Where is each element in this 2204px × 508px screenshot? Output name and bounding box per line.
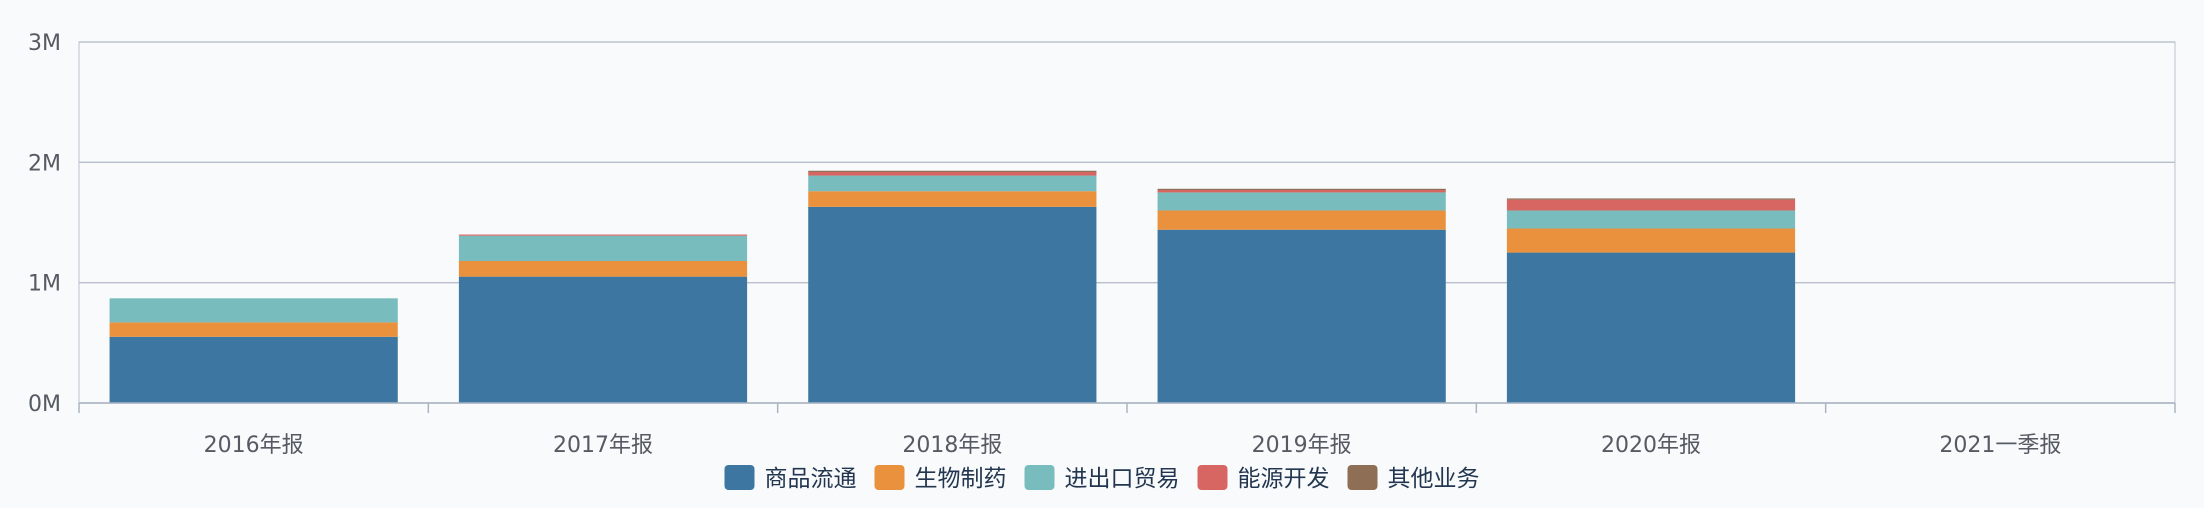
bar-segment[interactable] bbox=[109, 322, 398, 337]
y-tick-label: 0M bbox=[28, 392, 61, 417]
legend-item[interactable]: 生物制药 bbox=[874, 465, 1007, 492]
bar-segment[interactable] bbox=[1506, 252, 1796, 403]
bar-segment[interactable] bbox=[808, 206, 1097, 403]
legend-swatch bbox=[1024, 465, 1055, 490]
x-tick-label: 2021一季报 bbox=[1939, 433, 2061, 458]
bar-segment[interactable] bbox=[808, 171, 1097, 176]
bar-segment[interactable] bbox=[458, 235, 748, 262]
x-tick-label: 2019年报 bbox=[1252, 433, 1352, 458]
bar-segment[interactable] bbox=[458, 276, 748, 403]
legend-label: 其他业务 bbox=[1388, 466, 1480, 492]
bar-segment[interactable] bbox=[1157, 210, 1446, 230]
y-tick-label: 1M bbox=[28, 272, 61, 297]
bar-segment[interactable] bbox=[109, 298, 398, 323]
bar-segment[interactable] bbox=[458, 261, 748, 277]
x-tick-label: 2020年报 bbox=[1601, 433, 1701, 458]
legend-label: 商品流通 bbox=[765, 466, 857, 492]
x-axis bbox=[78, 402, 2176, 413]
bar-segment[interactable] bbox=[808, 170, 1097, 172]
legend-item[interactable]: 商品流通 bbox=[724, 465, 857, 492]
legend-label: 能源开发 bbox=[1238, 466, 1330, 492]
x-tick-label: 2016年报 bbox=[204, 433, 304, 458]
bar-segment[interactable] bbox=[1506, 199, 1796, 211]
bars bbox=[109, 170, 1796, 403]
legend-swatch bbox=[1347, 465, 1378, 490]
legend[interactable]: 商品流通 生物制药 进出口贸易 能源开发 其他业务 bbox=[724, 465, 1480, 492]
bar-segment[interactable] bbox=[458, 234, 748, 236]
bar-segment[interactable] bbox=[808, 191, 1097, 207]
legend-label: 进出口贸易 bbox=[1065, 466, 1180, 492]
bar-segment[interactable] bbox=[808, 175, 1097, 192]
legend-item[interactable]: 进出口贸易 bbox=[1024, 465, 1180, 492]
x-tick-label: 2018年报 bbox=[902, 433, 1002, 458]
y-tick-label: 2M bbox=[28, 151, 61, 176]
legend-swatch bbox=[1197, 465, 1228, 490]
legend-label: 生物制药 bbox=[915, 466, 1007, 492]
legend-item[interactable]: 其他业务 bbox=[1347, 465, 1480, 492]
bar-segment[interactable] bbox=[109, 336, 398, 403]
bar-segment[interactable] bbox=[1157, 190, 1446, 193]
bar-segment[interactable] bbox=[1506, 228, 1796, 253]
x-axis-ticks: 2016年报 2017年报 2018年报 2019年报 2020年报 2021一季报 bbox=[204, 433, 2062, 458]
bar-segment[interactable] bbox=[1157, 229, 1446, 403]
bar-segment[interactable] bbox=[1506, 210, 1796, 229]
x-tick-label: 2017年报 bbox=[553, 433, 653, 458]
bar-segment[interactable] bbox=[1157, 192, 1446, 211]
legend-swatch bbox=[724, 465, 755, 490]
legend-item[interactable]: 能源开发 bbox=[1197, 465, 1330, 492]
y-tick-label: 3M bbox=[28, 31, 61, 56]
bar-segment[interactable] bbox=[1157, 188, 1446, 191]
legend-swatch bbox=[874, 465, 905, 490]
y-axis-ticks: 0M 1M 2M 3M bbox=[28, 31, 61, 417]
bar-segment[interactable] bbox=[1506, 198, 1796, 200]
